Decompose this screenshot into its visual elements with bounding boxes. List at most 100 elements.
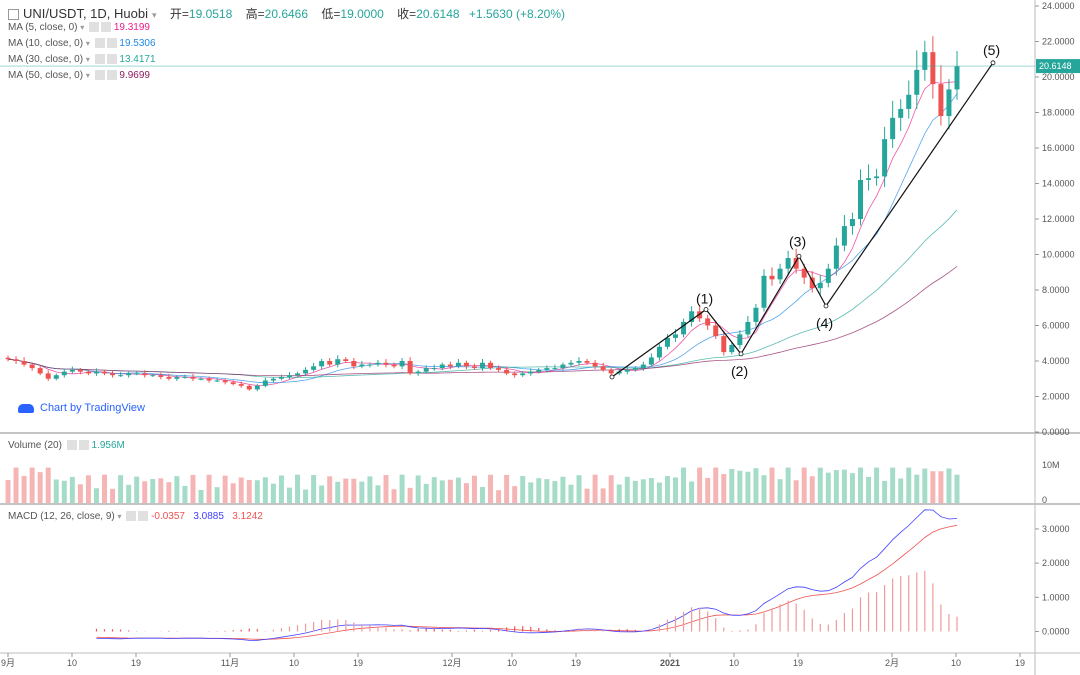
candle-body	[262, 380, 268, 386]
volume-bar	[471, 475, 477, 503]
candle-body	[455, 362, 461, 367]
volume-bar	[761, 475, 767, 503]
volume-bar	[311, 474, 317, 503]
volume-bar	[335, 481, 341, 503]
candle-body	[343, 359, 349, 361]
volume-bar	[520, 476, 526, 503]
tradingview-watermark[interactable]: Chart by TradingView	[18, 402, 145, 414]
macd-tick-label: 0.0000	[1042, 626, 1070, 636]
wave-label: (5)	[983, 42, 1000, 58]
close-icon[interactable]	[106, 54, 117, 65]
volume-bar	[93, 488, 99, 503]
price-tick-label: 22.0000	[1042, 37, 1075, 47]
collapse-icon[interactable]	[8, 9, 19, 21]
volume-legend[interactable]: Volume (20) 1.956M	[8, 440, 125, 451]
candle-body	[801, 268, 807, 278]
candle-body	[166, 376, 172, 379]
volume-bar	[166, 482, 172, 503]
volume-bar	[375, 485, 381, 503]
time-tick-label: 10	[951, 658, 961, 668]
settings-icon[interactable]	[94, 38, 105, 49]
volume-bar	[809, 476, 815, 503]
candle-body	[77, 369, 83, 372]
candle-body	[13, 359, 19, 361]
candle-body	[753, 307, 759, 322]
volume-label: Volume (20)	[8, 440, 62, 451]
close-icon[interactable]	[138, 511, 149, 522]
close-icon[interactable]	[101, 22, 112, 33]
volume-tick-label: 10M	[1042, 460, 1060, 470]
volume-bar	[463, 483, 469, 503]
volume-bar	[455, 477, 461, 503]
close-value: 20.6148	[416, 7, 460, 21]
candle-body	[198, 378, 204, 380]
price-tick-label: 14.0000	[1042, 179, 1075, 189]
volume-bar	[327, 476, 333, 503]
candle-body	[737, 334, 743, 346]
candle-body	[238, 384, 244, 386]
volume-bar	[817, 467, 823, 503]
ma50-legend[interactable]: MA (50, close, 0) ▾ 9.9699	[8, 70, 150, 81]
candle-body	[230, 382, 236, 385]
ma10-legend[interactable]: MA (10, close, 0) ▾ 19.5306	[8, 38, 156, 49]
settings-icon[interactable]	[126, 511, 137, 522]
volume-bar	[914, 474, 920, 503]
volume-bar	[954, 474, 960, 503]
candle-body	[544, 368, 550, 370]
settings-icon[interactable]	[66, 440, 77, 451]
chart-header: UNI/USDT, 1D, Huobi ▾ 开=19.0518 高=20.6466…	[8, 5, 565, 22]
ma5-legend[interactable]: MA (5, close, 0) ▾ 19.3199	[8, 22, 150, 33]
volume-bar	[69, 476, 75, 503]
candle-body	[102, 371, 108, 374]
candle-body	[640, 364, 646, 369]
close-icon[interactable]	[106, 70, 117, 81]
last-price-badge	[1036, 59, 1080, 74]
price-tick-label: 24.0000	[1042, 1, 1075, 11]
candle-body	[954, 66, 960, 90]
open-label: 开	[169, 7, 182, 21]
settings-icon[interactable]	[89, 22, 100, 33]
candle-body	[37, 368, 43, 374]
volume-bar	[656, 482, 662, 503]
volume-tick-label: 0	[1042, 495, 1047, 505]
ma30-legend[interactable]: MA (30, close, 0) ▾ 13.4171	[8, 54, 156, 65]
volume-bar	[21, 475, 27, 503]
candle-body	[809, 277, 815, 289]
macd-legend[interactable]: MACD (12, 26, close, 9) ▾ -0.0357 3.0885…	[8, 511, 263, 522]
candle-body	[311, 366, 317, 370]
volume-bar	[705, 477, 711, 503]
candle-body	[689, 311, 695, 322]
volume-bar	[367, 476, 373, 503]
volume-bar	[576, 475, 582, 503]
price-tick-label: 12.0000	[1042, 214, 1075, 224]
volume-bar	[608, 475, 614, 503]
candle-body	[592, 362, 598, 367]
chevron-down-icon[interactable]: ▾	[151, 10, 157, 20]
candle-body	[673, 334, 679, 338]
candle-body	[45, 373, 51, 379]
candle-body	[471, 366, 477, 369]
volume-bar	[906, 467, 912, 503]
time-tick-label: 10	[729, 658, 739, 668]
last-price-label: 20.6148	[1039, 61, 1072, 71]
price-tick-label: 16.0000	[1042, 143, 1075, 153]
settings-icon[interactable]	[94, 54, 105, 65]
time-tick-label: 11月	[221, 658, 239, 668]
settings-icon[interactable]	[94, 70, 105, 81]
volume-bar	[102, 474, 108, 503]
candle-body	[729, 345, 735, 353]
candle-body	[656, 346, 662, 358]
volume-bar	[214, 487, 220, 503]
close-icon[interactable]	[106, 38, 117, 49]
volume-bar	[600, 488, 606, 503]
volume-bar	[584, 488, 590, 503]
candle-body	[5, 357, 11, 360]
volume-bar	[29, 467, 35, 503]
volume-bar	[431, 477, 437, 503]
close-icon[interactable]	[78, 440, 89, 451]
volume-bar	[198, 489, 204, 503]
candle-body	[270, 378, 276, 381]
price-tick-label: 8.0000	[1042, 285, 1070, 295]
change-value: +1.5630 (+8.20%)	[468, 7, 565, 21]
volume-bar	[61, 480, 67, 503]
